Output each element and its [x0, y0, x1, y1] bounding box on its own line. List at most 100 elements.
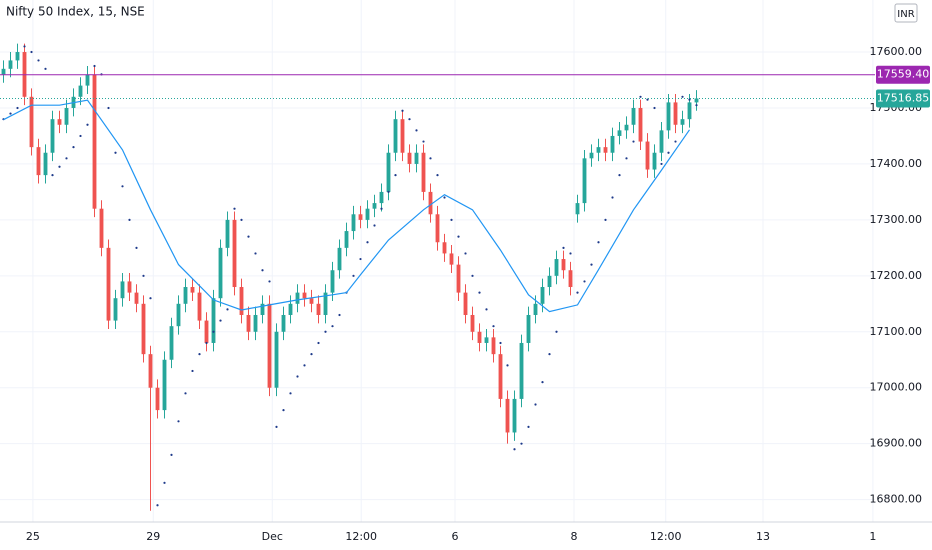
- candle-body: [687, 102, 692, 120]
- y-tick-label: 17400.00: [870, 157, 923, 170]
- x-tick-label: 12:00: [650, 530, 682, 543]
- candle-body: [645, 141, 650, 170]
- candle-body: [365, 208, 370, 220]
- candle-body: [540, 287, 545, 304]
- sar-dot: [338, 313, 341, 317]
- sar-dot: [653, 106, 656, 110]
- sar-dot: [275, 425, 278, 428]
- candle-body: [673, 102, 678, 125]
- candle-body: [554, 259, 559, 276]
- candle-body: [141, 303, 146, 355]
- candle-body: [519, 342, 524, 399]
- sar-dot: [310, 353, 313, 356]
- y-tick-label: 17100.00: [870, 325, 923, 338]
- x-tick-label: 6: [452, 530, 459, 543]
- sar-dot: [107, 106, 110, 110]
- candle-body: [491, 337, 496, 355]
- price-label-box: [876, 65, 930, 84]
- sar-dot: [128, 218, 131, 221]
- candle-body: [302, 292, 307, 299]
- sar-dot: [212, 330, 215, 333]
- currency-badge[interactable]: [894, 3, 918, 23]
- candle-body: [267, 303, 272, 388]
- y-tick-label: 17000.00: [870, 381, 923, 394]
- sar-dot: [86, 123, 89, 126]
- candle-body: [113, 298, 118, 321]
- candle-body: [316, 303, 321, 315]
- sar-dot: [443, 196, 446, 199]
- sar-dot: [576, 291, 579, 294]
- price-label: 17516.85: [877, 92, 930, 105]
- sar-dot: [23, 45, 26, 48]
- candle-body: [155, 387, 160, 411]
- candle-body: [239, 287, 244, 315]
- sar-dot: [324, 330, 327, 333]
- sar-dot: [457, 235, 460, 238]
- sar-dot: [254, 252, 257, 255]
- sar-dot: [65, 157, 68, 160]
- candle-body: [309, 298, 314, 304]
- sar-dot: [247, 235, 250, 238]
- candle-body: [36, 147, 41, 176]
- candle-body: [85, 74, 90, 86]
- sar-dot: [527, 425, 530, 428]
- candle-body: [449, 253, 454, 265]
- sar-dot: [44, 67, 47, 70]
- candle-body: [470, 314, 475, 332]
- candle-body: [190, 287, 195, 293]
- sar-dot: [520, 442, 523, 445]
- sar-dot: [205, 341, 208, 345]
- candle-body: [463, 292, 468, 315]
- sar-dot: [534, 403, 537, 406]
- sar-dot: [478, 291, 481, 294]
- sar-dot: [604, 218, 607, 221]
- y-tick-label: 17700.00: [870, 0, 923, 2]
- sar-dot: [79, 134, 82, 138]
- candle-body: [57, 119, 62, 125]
- candle-body: [344, 231, 349, 248]
- price-label: 17559.40: [877, 68, 930, 81]
- candle-body: [582, 158, 587, 204]
- candle-body: [603, 147, 608, 153]
- sar-dot: [695, 104, 698, 107]
- candle-body: [183, 287, 188, 304]
- sar-dot: [163, 481, 166, 484]
- candle-body: [694, 98, 699, 103]
- candle-body: [498, 354, 503, 399]
- sar-dot: [184, 392, 187, 395]
- candle-body: [575, 203, 580, 215]
- plot-area: [0, 43, 875, 511]
- candle-body: [99, 208, 104, 248]
- currency-label[interactable]: INR: [897, 9, 914, 20]
- candle-body: [274, 331, 279, 388]
- sar-dot: [471, 274, 474, 277]
- candle-body: [680, 119, 685, 125]
- sar-dot: [282, 409, 285, 412]
- sar-dot: [16, 106, 19, 110]
- candle-body: [421, 152, 426, 192]
- sar-dot: [492, 325, 495, 328]
- candle-body: [253, 314, 258, 332]
- candle-body: [169, 326, 174, 360]
- grid: [0, 0, 875, 522]
- candle-body: [288, 303, 293, 315]
- candle-body: [533, 303, 538, 315]
- candle-body: [624, 124, 629, 131]
- candle-body: [29, 96, 34, 148]
- candle-body: [393, 119, 398, 153]
- x-tick-label: 29: [146, 530, 160, 543]
- sar-dot: [464, 252, 467, 255]
- candle-body: [652, 152, 657, 170]
- sar-dot: [611, 196, 614, 199]
- candle-body: [379, 191, 384, 204]
- candle-body: [162, 359, 167, 411]
- candle-body: [526, 314, 531, 343]
- candle-body: [596, 147, 601, 153]
- candle-body: [631, 107, 636, 125]
- sar-dot: [30, 50, 33, 54]
- sar-dot: [506, 364, 509, 367]
- candle-body: [295, 292, 300, 304]
- sar-dot: [660, 162, 663, 166]
